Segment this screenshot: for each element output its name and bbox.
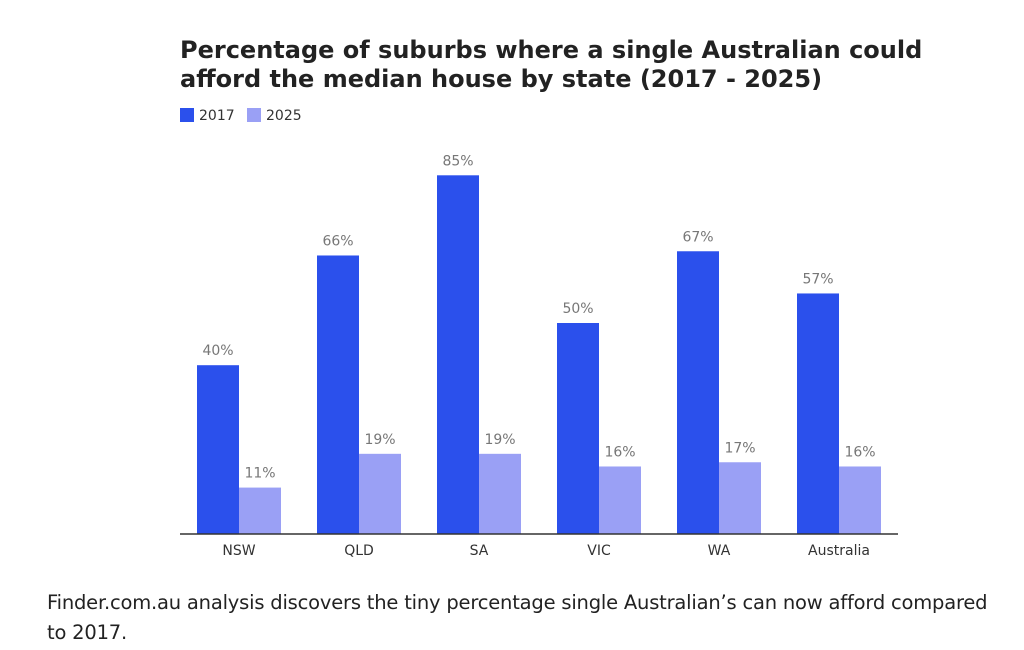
value-label-sa-2017: 85% (442, 153, 473, 169)
bar-sa-2025 (479, 453, 521, 534)
value-label-australia-2025: 16% (844, 444, 875, 460)
x-tick-label-wa: WA (708, 543, 731, 559)
bar-australia-2025 (839, 466, 881, 534)
bar-sa-2017 (437, 175, 479, 535)
value-label-sa-2025: 19% (484, 432, 515, 448)
value-label-qld-2017: 66% (322, 233, 353, 249)
legend: 2017 2025 (180, 108, 302, 124)
value-label-qld-2025: 19% (364, 432, 395, 448)
x-tick-label-vic: VIC (587, 543, 611, 559)
legend-label-2017: 2017 (199, 108, 235, 124)
value-label-nsw-2025: 11% (244, 466, 275, 482)
value-label-wa-2025: 17% (724, 440, 755, 456)
x-tick-label-qld: QLD (344, 543, 374, 559)
x-tick-label-sa: SA (470, 543, 489, 559)
x-tick-label-nsw: NSW (222, 543, 255, 559)
value-label-vic-2017: 50% (562, 301, 593, 317)
bar-qld-2025 (359, 453, 401, 534)
bar-chart: Percentage of suburbs where a single Aus… (180, 36, 922, 559)
value-label-nsw-2017: 40% (202, 343, 233, 359)
value-label-wa-2017: 67% (682, 229, 713, 245)
bar-wa-2017 (677, 251, 719, 534)
chart-title-line-2: afford the median house by state (2017 -… (180, 65, 822, 93)
bar-vic-2017 (557, 323, 599, 534)
value-label-australia-2017: 57% (802, 271, 833, 287)
bar-nsw-2017 (197, 365, 239, 534)
bar-nsw-2025 (239, 487, 281, 534)
bar-vic-2025 (599, 466, 641, 534)
legend-label-2025: 2025 (266, 108, 302, 124)
chart-title-line-1: Percentage of suburbs where a single Aus… (180, 36, 922, 64)
bar-australia-2017 (797, 293, 839, 534)
chart-title: Percentage of suburbs where a single Aus… (180, 36, 922, 93)
value-label-vic-2025: 16% (604, 444, 635, 460)
bar-qld-2017 (317, 255, 359, 535)
legend-swatch-2017 (180, 108, 194, 122)
x-tick-label-australia: Australia (808, 543, 870, 559)
value-labels-group: 40% 11% 66% 19% 85% 19% 50% 16% 67% 17% 57% 16% (202, 153, 875, 481)
image-caption: Finder.com.au analysis discovers the tin… (47, 591, 988, 644)
legend-swatch-2025 (247, 108, 261, 122)
bars-group (197, 175, 881, 535)
bar-wa-2025 (719, 462, 761, 534)
x-tick-labels-group: NSW QLD SA VIC WA Australia (222, 543, 870, 559)
chart-container: Percentage of suburbs where a single Aus… (180, 36, 922, 559)
